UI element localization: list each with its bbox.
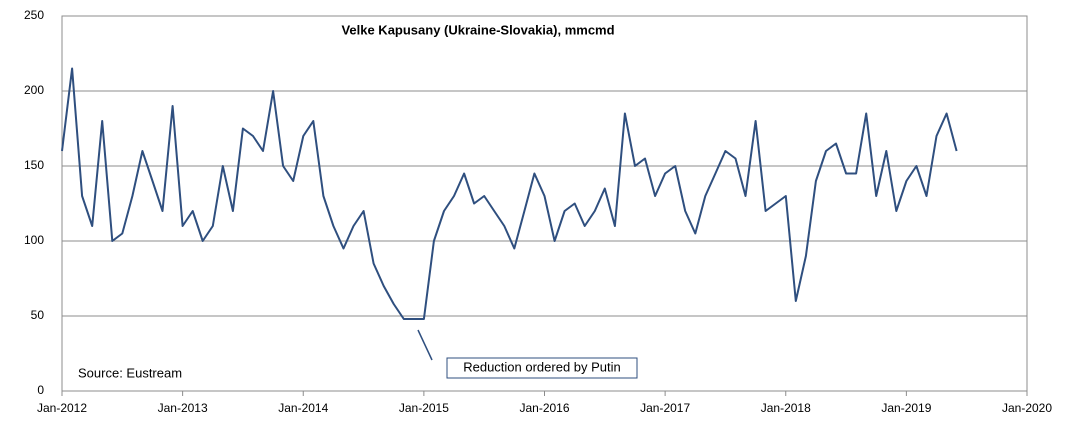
plot-area [61,15,1028,392]
y-tick-label: 100 [24,233,44,247]
y-tick-label: 50 [31,308,45,322]
x-tick-label: Jan-2013 [158,401,208,415]
x-tick-label: Jan-2014 [278,401,328,415]
annotation-box [446,357,638,379]
annotation-connector [417,329,433,361]
x-tick-label: Jan-2015 [399,401,449,415]
x-tick-label: Jan-2019 [881,401,931,415]
source-note: Source: Eustream [78,365,182,380]
x-tick-label: Jan-2017 [640,401,690,415]
x-tick-label: Jan-2012 [37,401,87,415]
y-tick-label: 0 [37,383,44,397]
y-tick-label: 150 [24,158,44,172]
y-tick-label: 250 [24,8,44,22]
annotation: Reduction ordered by Putin [463,359,621,374]
x-tick-label: Jan-2020 [1002,401,1052,415]
y-tick-label: 200 [24,83,44,97]
data-line [61,67,958,320]
x-tick-label: Jan-2018 [761,401,811,415]
x-tick-label: Jan-2016 [519,401,569,415]
chart-title: Velke Kapusany (Ukraine-Slovakia), mmcmd [341,22,614,37]
